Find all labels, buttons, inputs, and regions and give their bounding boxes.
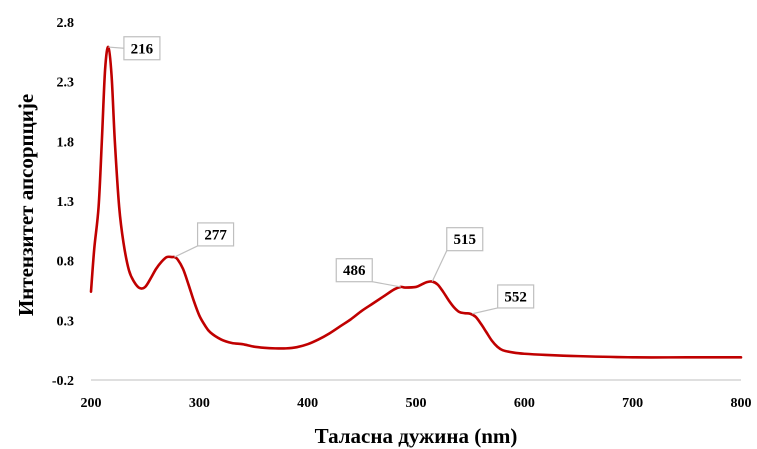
callout-leader-line <box>108 46 124 49</box>
callout-label: 515 <box>454 232 477 248</box>
x-tick-label: 700 <box>622 396 643 411</box>
x-tick-label: 300 <box>189 396 210 411</box>
callout-leader-line <box>472 307 498 315</box>
x-axis-title: Таласна дужина (nm) <box>315 424 518 448</box>
callout-leader-line <box>372 281 401 288</box>
y-tick-label: 0.3 <box>57 314 75 329</box>
callout-label: 277 <box>204 227 227 243</box>
callout-box <box>123 36 161 61</box>
x-tick-labels: 200 300 400 500 600 700 800 <box>81 396 752 411</box>
callout-label: 216 <box>131 41 154 57</box>
callout-box <box>497 284 535 309</box>
y-tick-label: 1.8 <box>57 135 75 150</box>
peak-callout: 277 <box>174 222 235 258</box>
spectrum-series-line <box>89 45 743 359</box>
callout-leader-line <box>174 245 198 258</box>
x-tick-label: 400 <box>297 396 318 411</box>
peak-callouts: 216 277 486 515 552 <box>108 36 535 315</box>
peak-callout: 216 <box>108 36 161 61</box>
y-tick-label: 0.8 <box>57 255 75 270</box>
x-tick-label: 800 <box>731 396 752 411</box>
y-tick-labels: 2.8 2.3 1.8 1.3 0.8 0.3 -0.2 <box>52 16 74 389</box>
peak-callout: 486 <box>335 258 401 288</box>
callout-leader-line <box>431 250 448 282</box>
peak-callout: 552 <box>472 284 535 315</box>
x-tick-label: 600 <box>514 396 535 411</box>
callout-label: 552 <box>504 289 527 305</box>
peak-callout: 515 <box>431 227 484 282</box>
callout-box <box>335 258 373 283</box>
x-tick-label: 200 <box>81 396 102 411</box>
y-axis-title: Интензитет апсорпције <box>14 94 38 316</box>
y-tick-label: 1.3 <box>57 195 75 210</box>
y-tick-label: 2.3 <box>57 76 75 91</box>
y-tick-label: -0.2 <box>52 374 74 389</box>
x-tick-label: 500 <box>406 396 427 411</box>
callout-box <box>196 222 235 247</box>
callout-box <box>446 227 484 252</box>
callout-label: 486 <box>343 263 366 279</box>
y-tick-label: 2.8 <box>57 16 75 31</box>
